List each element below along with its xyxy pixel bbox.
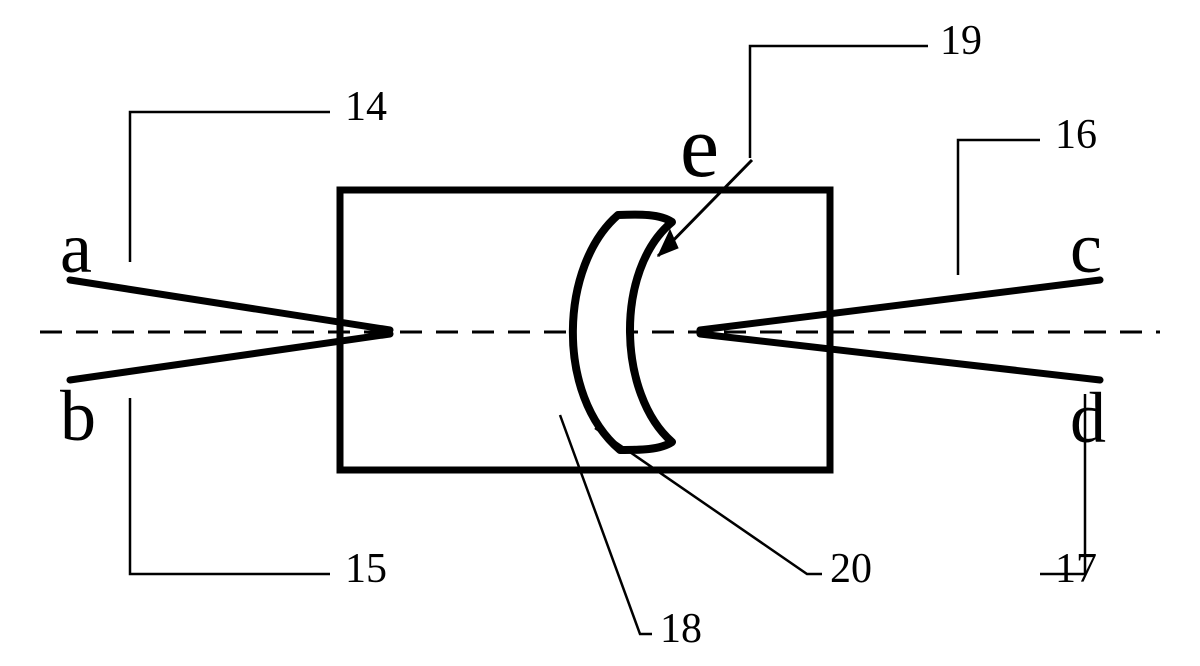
leader-14 bbox=[130, 112, 330, 262]
fiber-c bbox=[700, 280, 1100, 330]
leader-number-18: 18 bbox=[660, 606, 702, 652]
label-b: b bbox=[60, 376, 96, 456]
leader-19 bbox=[750, 46, 928, 158]
leader-number-20: 20 bbox=[830, 546, 872, 592]
label-a: a bbox=[60, 208, 92, 288]
leader-number-15: 15 bbox=[345, 546, 387, 592]
leader-number-17: 17 bbox=[1055, 546, 1097, 592]
leader-16 bbox=[958, 140, 1040, 275]
leader-number-19: 19 bbox=[940, 18, 982, 64]
leader-number-16: 16 bbox=[1055, 112, 1097, 158]
leader-number-14: 14 bbox=[345, 84, 387, 130]
fiber-d bbox=[700, 334, 1100, 380]
label-c: c bbox=[1070, 208, 1102, 288]
leader-15 bbox=[130, 398, 330, 574]
label-d: d bbox=[1070, 378, 1106, 458]
label-e: e bbox=[680, 99, 719, 196]
